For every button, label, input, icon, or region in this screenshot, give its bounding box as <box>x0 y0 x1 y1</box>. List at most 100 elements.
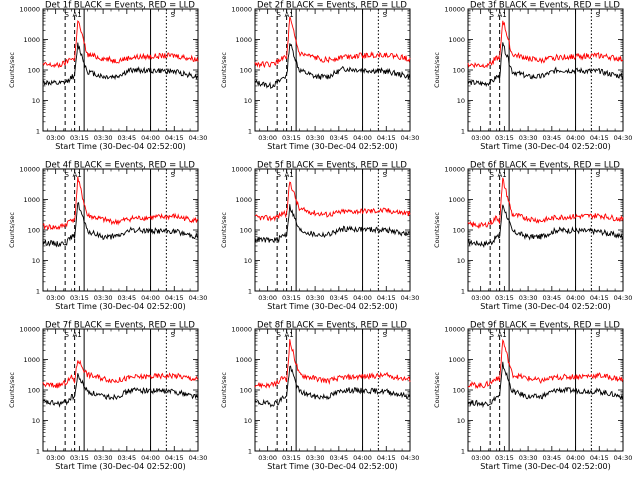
lld-series-line <box>254 181 411 222</box>
y-tick-label: 100 <box>240 227 252 235</box>
lld-series-line <box>254 339 411 389</box>
x-tick-label: 03:00 <box>471 454 490 462</box>
level-label: S <box>277 11 282 19</box>
detector-panel-7: Det 7f BLACK = Events, RED = LLD 1 10 100 10… <box>8 321 207 472</box>
level-label: S <box>171 331 176 339</box>
y-tick-label: 1000 <box>448 36 465 44</box>
level-label: A1 <box>497 11 506 19</box>
panel-title: Det 5f BLACK = Events, RED = LLD <box>257 161 407 171</box>
y-tick-label: 100 <box>453 67 465 75</box>
level-label: A1 <box>284 331 293 339</box>
panel-title: Det 4f BLACK = Events, RED = LLD <box>45 161 195 171</box>
x-tick-label: 03:30 <box>519 294 538 302</box>
level-label: S <box>383 11 388 19</box>
x-tick-label: 04:00 <box>566 294 585 302</box>
y-tick-label: 100 <box>28 67 40 75</box>
y-tick-label: 1 <box>461 288 465 296</box>
x-tick-label: 03:45 <box>329 134 348 142</box>
x-tick-label: 03:15 <box>282 294 301 302</box>
panel-title: Det 2f BLACK = Events, RED = LLD <box>257 1 407 11</box>
x-tick-label: 04:00 <box>566 134 585 142</box>
events-series-line <box>467 361 624 409</box>
y-tick-label: 100 <box>28 387 40 395</box>
panel-title: Det 9f BLACK = Events, RED = LLD <box>470 321 620 331</box>
panel-title: Det 8f BLACK = Events, RED = LLD <box>257 321 407 331</box>
level-label: S <box>277 171 282 179</box>
lld-series-line <box>254 16 411 69</box>
y-tick-label: 10 <box>244 417 252 425</box>
y-axis-label: Counts/sec <box>220 372 228 408</box>
y-tick-label: 10000 <box>444 166 465 174</box>
x-tick-label: 03:30 <box>519 134 538 142</box>
y-tick-label: 1000 <box>235 36 252 44</box>
x-tick-label: 03:30 <box>94 134 113 142</box>
level-label: A1 <box>72 171 81 179</box>
lld-series-line <box>467 20 624 69</box>
level-label: S <box>171 11 176 19</box>
plot-frame <box>42 328 199 452</box>
y-tick-label: 10000 <box>444 326 465 334</box>
level-label: S <box>277 331 282 339</box>
x-tick-label: 03:15 <box>70 454 89 462</box>
detector-panel-1: Det 1f BLACK = Events, RED = LLD 1 10 100 10… <box>8 1 207 152</box>
x-axis-label: Start Time (30-Dec-04 02:52:00) <box>55 462 186 471</box>
y-tick-label: 1 <box>461 128 465 136</box>
x-tick-label: 03:15 <box>495 134 514 142</box>
x-tick-label: 03:30 <box>306 454 325 462</box>
events-series-line <box>42 201 199 248</box>
level-label: S <box>490 171 495 179</box>
x-tick-label: 04:15 <box>165 134 184 142</box>
events-series-line <box>42 42 199 87</box>
x-tick-label: 03:15 <box>70 294 89 302</box>
x-tick-label: 03:15 <box>282 134 301 142</box>
x-tick-label: 04:30 <box>614 294 633 302</box>
x-tick-label: 04:15 <box>165 294 184 302</box>
y-tick-label: 1 <box>36 288 40 296</box>
x-tick-label: 04:15 <box>377 134 396 142</box>
y-tick-label: 10 <box>244 97 252 105</box>
y-tick-label: 1 <box>248 448 252 456</box>
x-tick-label: 04:15 <box>590 454 609 462</box>
x-tick-label: 03:30 <box>519 454 538 462</box>
y-tick-label: 1 <box>461 448 465 456</box>
panel-title: Det 1f BLACK = Events, RED = LLD <box>45 1 195 11</box>
x-tick-label: 03:45 <box>117 294 136 302</box>
x-tick-label: 04:00 <box>353 294 372 302</box>
x-tick-label: 03:30 <box>94 294 113 302</box>
x-tick-label: 04:30 <box>189 454 208 462</box>
level-label: A1 <box>284 171 293 179</box>
y-axis-label: Counts/sec <box>220 212 228 248</box>
events-series-line <box>254 204 411 244</box>
lld-series-line <box>467 338 624 390</box>
y-tick-label: 10000 <box>19 6 40 14</box>
x-tick-label: 03:00 <box>258 454 277 462</box>
x-tick-label: 04:00 <box>566 454 585 462</box>
y-tick-label: 1 <box>248 288 252 296</box>
detector-panel-8: Det 8f BLACK = Events, RED = LLD 1 10 100 10… <box>220 321 419 472</box>
y-tick-label: 10000 <box>231 6 252 14</box>
x-tick-label: 03:45 <box>117 454 136 462</box>
x-tick-label: 03:30 <box>306 134 325 142</box>
x-tick-label: 04:30 <box>614 134 633 142</box>
y-tick-label: 1000 <box>448 196 465 204</box>
level-label: S <box>383 331 388 339</box>
x-tick-label: 04:00 <box>141 454 160 462</box>
x-tick-label: 03:45 <box>542 134 561 142</box>
x-tick-label: 03:30 <box>94 454 113 462</box>
y-axis-label: Counts/sec <box>433 372 441 408</box>
level-label: S <box>490 331 495 339</box>
events-series-line <box>467 42 624 88</box>
x-tick-label: 04:15 <box>165 454 184 462</box>
detector-panel-2: Det 2f BLACK = Events, RED = LLD 1 10 100 10… <box>220 1 419 152</box>
y-axis-label: Counts/sec <box>220 52 228 88</box>
x-axis-label: Start Time (30-Dec-04 02:52:00) <box>267 302 398 311</box>
y-axis-label: Counts/sec <box>8 372 16 408</box>
x-tick-label: 04:15 <box>590 134 609 142</box>
y-tick-label: 10 <box>457 417 465 425</box>
level-label: S <box>490 11 495 19</box>
events-series-line <box>42 373 199 408</box>
level-label: S <box>596 11 601 19</box>
x-tick-label: 04:15 <box>590 294 609 302</box>
x-tick-label: 03:00 <box>258 294 277 302</box>
y-tick-label: 10000 <box>19 326 40 334</box>
